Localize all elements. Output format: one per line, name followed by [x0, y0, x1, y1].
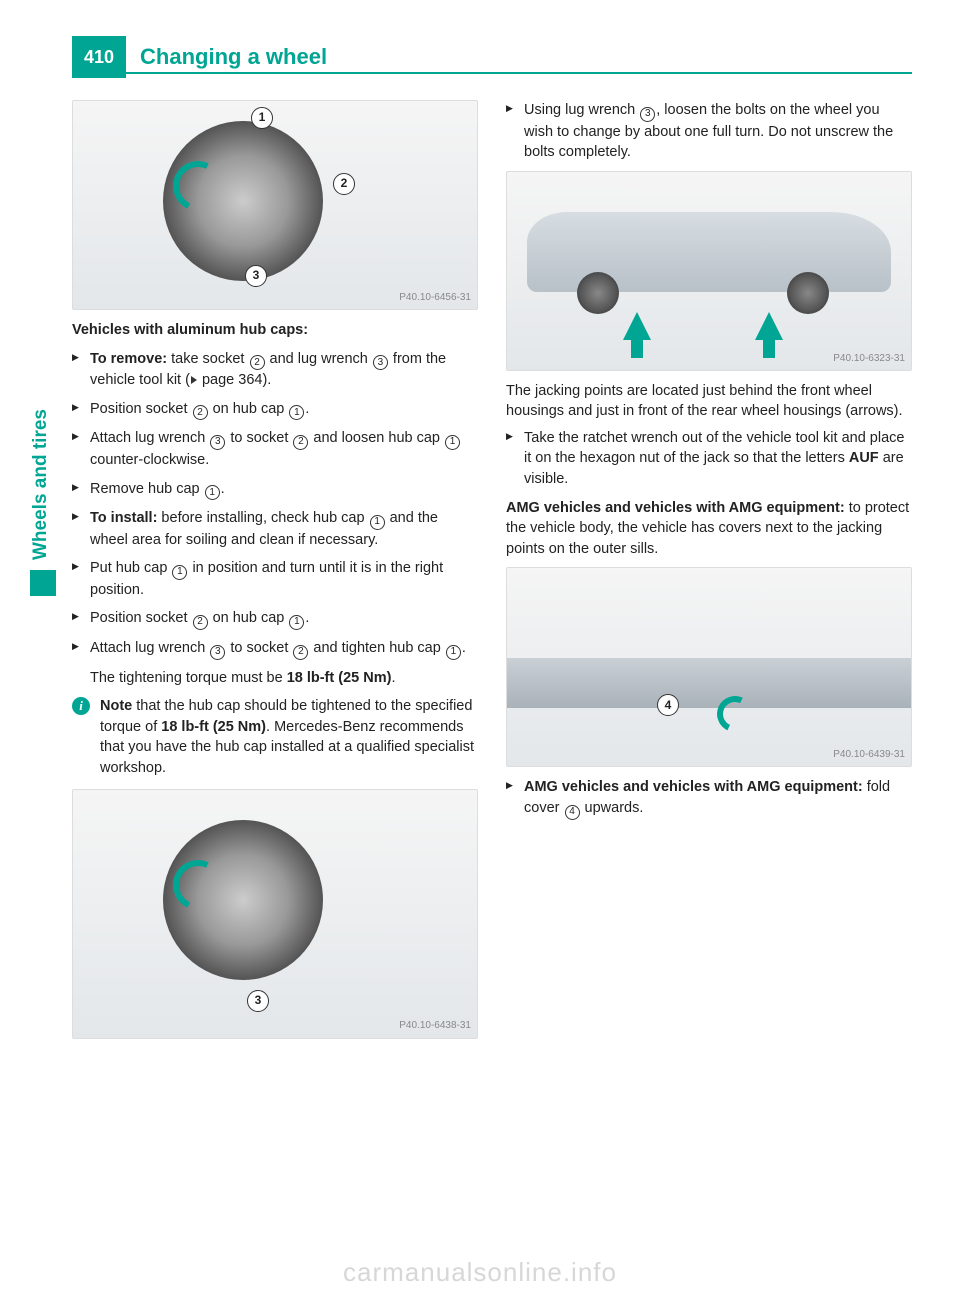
- inline-callout: 1: [172, 565, 187, 580]
- step-text: Take the ratchet wrench out of the vehic…: [524, 430, 904, 467]
- inline-callout: 1: [445, 435, 460, 450]
- steps-list: AMG vehicles and vehicles with AMG equip…: [506, 777, 912, 819]
- step-bold: AMG vehicles and vehicles with AMG equip…: [524, 779, 863, 795]
- step-text: page 364).: [198, 372, 271, 388]
- info-icon: i: [72, 697, 90, 715]
- step-text: Attach lug wrench: [90, 640, 209, 656]
- note-bold: 18 lb-ft (25 Nm): [161, 719, 266, 735]
- steps-list: To remove: take socket 2 and lug wrench …: [72, 349, 478, 689]
- callout-3: 3: [245, 265, 267, 287]
- step-item: AMG vehicles and vehicles with AMG equip…: [506, 777, 912, 819]
- inline-callout: 1: [289, 405, 304, 420]
- callout-3: 3: [247, 990, 269, 1012]
- step-item: Using lug wrench 3, loosen the bolts on …: [506, 100, 912, 163]
- figure-hubcap-socket: 1 2 3 P40.10-6456-31: [72, 100, 478, 310]
- page: 410 Changing a wheel Wheels and tires 1 …: [0, 0, 960, 1302]
- step-text: Attach lug wrench: [90, 430, 209, 446]
- step-text: take socket: [167, 351, 248, 367]
- inline-callout: 1: [289, 615, 304, 630]
- inline-callout: 2: [250, 355, 265, 370]
- step-text: and tighten hub cap: [309, 640, 444, 656]
- section-tab-label: Wheels and tires: [30, 409, 52, 560]
- arrow-up-icon: [623, 312, 651, 340]
- step-item: To remove: take socket 2 and lug wrench …: [72, 349, 478, 391]
- figure-lug-wrench: 3 P40.10-6438-31: [72, 789, 478, 1039]
- step-item: Attach lug wrench 3 to socket 2 and tigh…: [72, 638, 478, 660]
- callout-2: 2: [333, 173, 355, 195]
- inline-callout: 2: [193, 615, 208, 630]
- step-item: Remove hub cap 1.: [72, 479, 478, 501]
- page-ref-icon: [191, 376, 197, 384]
- inline-callout: 1: [370, 515, 385, 530]
- inline-callout: 1: [446, 645, 461, 660]
- arrow-up-icon: [755, 312, 783, 340]
- step-text: .: [305, 610, 309, 626]
- step-text: to socket: [226, 640, 292, 656]
- figure-sill-cover: 4 P40.10-6439-31: [506, 567, 912, 767]
- step-text: Remove hub cap: [90, 481, 204, 497]
- callout-4: 4: [657, 694, 679, 716]
- paragraph: AMG vehicles and vehicles with AMG equip…: [506, 498, 912, 560]
- step-text: Position socket: [90, 401, 192, 417]
- inline-callout: 3: [210, 645, 225, 660]
- step-item: Attach lug wrench 3 to socket 2 and loos…: [72, 428, 478, 470]
- inline-callout: 4: [565, 805, 580, 820]
- step-bold: To remove:: [90, 351, 167, 367]
- header-underline: [72, 72, 912, 74]
- wheel-graphic: [577, 272, 619, 314]
- step-item: Position socket 2 on hub cap 1.: [72, 608, 478, 630]
- step-text: upwards.: [581, 800, 644, 816]
- step-text: Using lug wrench: [524, 102, 639, 118]
- step-text: Put hub cap: [90, 560, 171, 576]
- figure-label: P40.10-6323-31: [833, 352, 905, 366]
- step-text: and lug wrench: [266, 351, 372, 367]
- paragraph-bold: AMG vehicles and vehicles with AMG equip…: [506, 500, 845, 516]
- step-text: and loosen hub cap: [309, 430, 444, 446]
- inline-callout: 3: [373, 355, 388, 370]
- inline-callout: 2: [293, 645, 308, 660]
- inline-callout: 1: [205, 485, 220, 500]
- step-text: on hub cap: [209, 610, 289, 626]
- steps-list: Using lug wrench 3, loosen the bolts on …: [506, 100, 912, 163]
- note-bold: Note: [100, 698, 132, 714]
- step-item: Put hub cap 1 in position and turn until…: [72, 558, 478, 600]
- figure-label: P40.10-6439-31: [833, 748, 905, 762]
- watermark: carmanualsonline.info: [0, 1257, 960, 1288]
- step-text: .: [391, 670, 395, 686]
- sill-graphic: [507, 658, 911, 708]
- step-text: to socket: [226, 430, 292, 446]
- step-bold: 18 lb-ft (25 Nm): [287, 670, 392, 686]
- step-item: To install: before installing, check hub…: [72, 508, 478, 550]
- step-text: Position socket: [90, 610, 192, 626]
- wheel-graphic: [787, 272, 829, 314]
- step-item: The tightening torque must be 18 lb-ft (…: [72, 668, 478, 689]
- step-text: .: [221, 481, 225, 497]
- content-columns: 1 2 3 P40.10-6456-31 Vehicles with alumi…: [72, 100, 912, 1049]
- step-item: Position socket 2 on hub cap 1.: [72, 399, 478, 421]
- inline-callout: 3: [640, 107, 655, 122]
- section-tab-block: [30, 570, 56, 596]
- sub-heading: Vehicles with aluminum hub caps:: [72, 320, 478, 341]
- paragraph: The jacking points are located just behi…: [506, 381, 912, 422]
- step-text: on hub cap: [209, 401, 289, 417]
- step-bold: To install:: [90, 510, 157, 526]
- step-text: The tightening torque must be: [90, 670, 287, 686]
- steps-list: Take the ratchet wrench out of the vehic…: [506, 428, 912, 490]
- step-text: .: [305, 401, 309, 417]
- figure-label: P40.10-6438-31: [399, 1019, 471, 1033]
- inline-callout: 2: [193, 405, 208, 420]
- step-item: Take the ratchet wrench out of the vehic…: [506, 428, 912, 490]
- figure-jacking-points: P40.10-6323-31: [506, 171, 912, 371]
- note-block: i Note that the hub cap should be tighte…: [72, 696, 478, 778]
- step-text: .: [462, 640, 466, 656]
- inline-callout: 3: [210, 435, 225, 450]
- step-text: counter-clockwise.: [90, 452, 209, 468]
- callout-1: 1: [251, 107, 273, 129]
- inline-callout: 2: [293, 435, 308, 450]
- step-bold: AUF: [849, 450, 879, 466]
- step-text: before installing, check hub cap: [157, 510, 368, 526]
- figure-label: P40.10-6456-31: [399, 291, 471, 305]
- right-column: Using lug wrench 3, loosen the bolts on …: [506, 100, 912, 1049]
- left-column: 1 2 3 P40.10-6456-31 Vehicles with alumi…: [72, 100, 478, 1049]
